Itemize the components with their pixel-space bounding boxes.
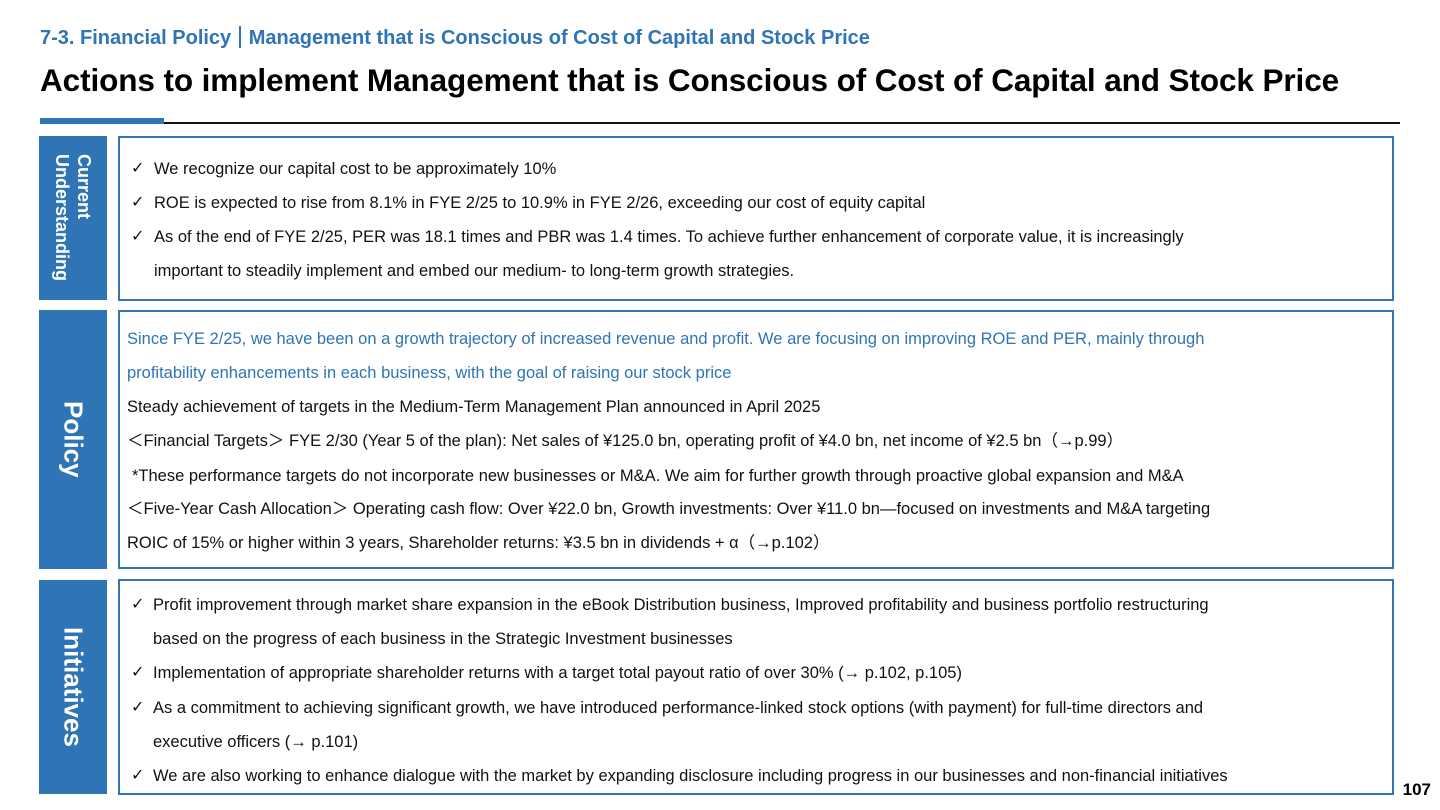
policy-line-4: ＜Financial Targets＞ FYE 2/30 (Year 5 of … [127,432,1124,450]
initiative-item-3: As a commitment to achieving significant… [153,699,1204,717]
check-icon: ✓ [131,194,145,211]
current-item-1: We recognize our capital cost to be appr… [154,160,557,178]
breadcrumb-subsection: Management that is Conscious of Cost of … [248,27,870,49]
policy-line-3: Steady achievement of targets in the Med… [127,398,821,416]
title-divider-accent [40,118,164,124]
breadcrumb: 7-3. Financial Policy Management that is … [40,26,870,50]
page-number: 107 [1402,780,1431,799]
initiative-item-4: We are also working to enhance dialogue … [153,767,1228,785]
policy-line-1: Since FYE 2/25, we have been on a growth… [127,330,1205,348]
policy-line-6: ＜Five-Year Cash Allocation＞ Operating ca… [127,500,1211,518]
current-item-3-cont: important to steadily implement and embe… [154,262,795,280]
initiative-item-3-cont: executive officers (→ p.101) [153,733,359,751]
breadcrumb-separator [239,26,241,48]
policy-line-5: *These performance targets do not incorp… [132,467,1184,485]
policy-line-7: ROIC of 15% or higher within 3 years, Sh… [127,534,830,552]
title-divider [40,122,1400,124]
tab-initiatives: Initiatives [39,580,107,794]
current-item-2: ROE is expected to rise from 8.1% in FYE… [154,194,926,212]
tab-current-understanding: Current Understanding [39,136,107,300]
check-icon: ✓ [131,699,145,716]
initiative-item-1-cont: based on the progress of each business i… [153,630,733,648]
tab-policy-label: Policy [58,401,89,478]
panel-initiatives [118,579,1394,795]
breadcrumb-section: 7-3. Financial Policy [40,27,232,49]
check-icon: ✓ [131,664,145,681]
initiative-item-2: Implementation of appropriate shareholde… [153,664,962,682]
check-icon: ✓ [131,596,145,613]
page-title: Actions to implement Management that is … [40,62,1340,98]
policy-line-2: profitability enhancements in each busin… [127,364,732,382]
tab-current-understanding-label: Current Understanding [52,154,94,282]
tab-policy: Policy [39,310,107,569]
tab-initiatives-label: Initiatives [58,627,89,747]
panel-policy [118,310,1394,569]
check-icon: ✓ [131,160,145,177]
panel-current-understanding [118,136,1394,301]
initiative-item-1: Profit improvement through market share … [153,596,1209,614]
current-item-3: As of the end of FYE 2/25, PER was 18.1 … [154,228,1184,246]
check-icon: ✓ [131,228,145,245]
check-icon: ✓ [131,767,145,784]
